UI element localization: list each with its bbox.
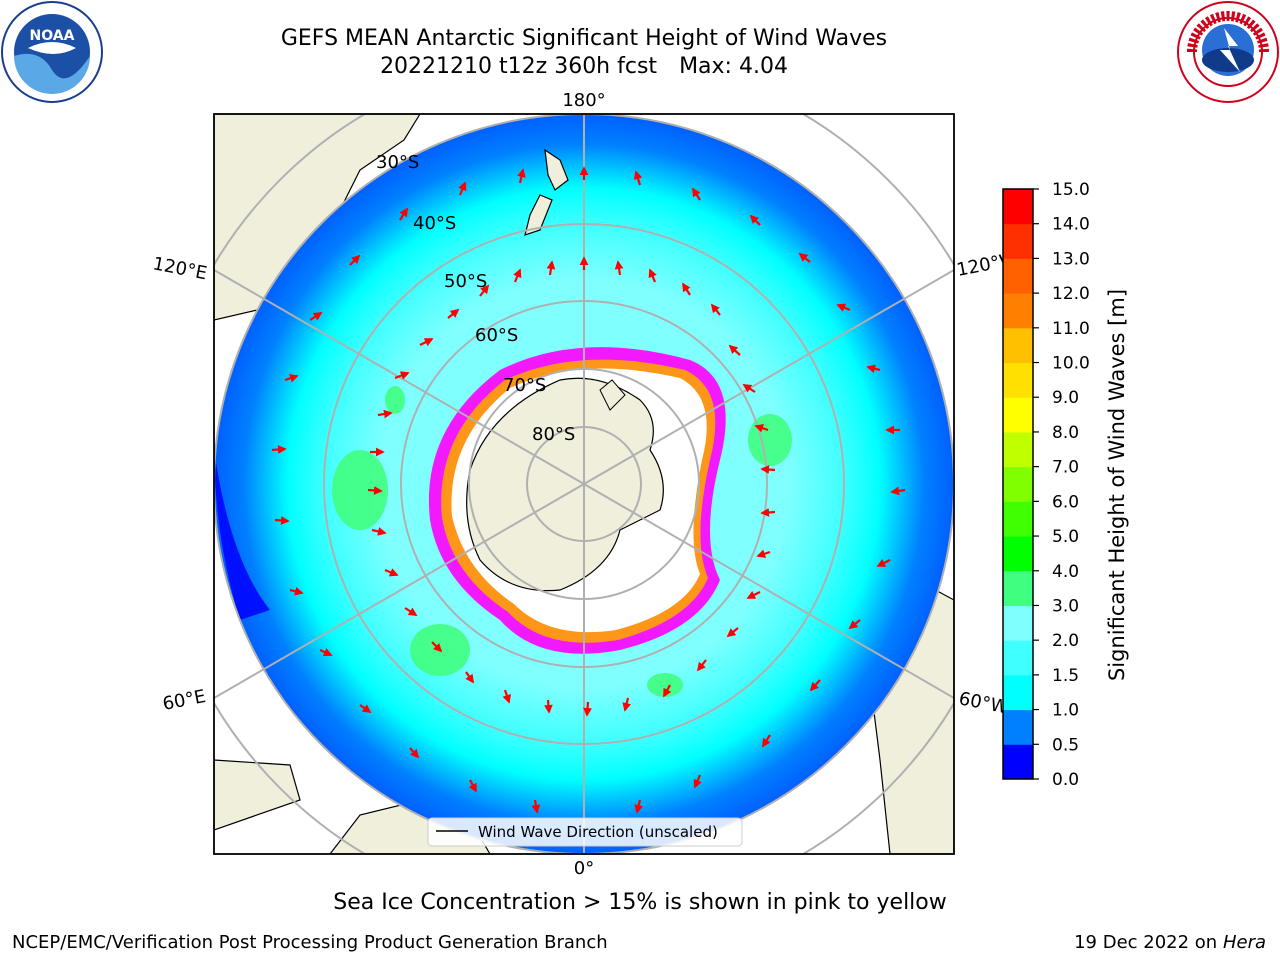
colorbar-segment [1003,293,1033,329]
colorbar-tick-label: 1.5 [1052,666,1079,686]
colorbar-segment [1003,362,1033,398]
nws-logo-icon [1177,1,1279,103]
run-date-text: 19 Dec 2022 on [1074,932,1218,953]
wind-wave-arrows [271,166,906,814]
colorbar-tick-label: 10.0 [1052,354,1090,374]
lat-label-40s: 40°S [413,213,456,234]
map-border [213,113,955,855]
noaa-logo-icon: NOAA [1,1,103,103]
colorbar: 0.0 0.5 1.0 1.5 2.0 3.0 4.0 5.0 6.0 7.0 8.0 9.0 10.0… [1002,180,1090,790]
colorbar-segment [1003,466,1033,502]
colorbar-segment [1003,327,1033,364]
colorbar-segment [1003,431,1033,468]
map-frame-content: Wind Wave Direction (unscaled) [214,114,954,854]
colorbar-tick-label: 0.5 [1052,735,1079,755]
colorbar-tick-label: 4.0 [1052,562,1079,582]
run-date: 19 Dec 2022 on Hera [1074,932,1266,953]
colorbar-segment [1003,536,1033,572]
colorbar-tick-label: 11.0 [1052,319,1090,339]
colorbar-segment [1003,223,1033,259]
lon-label-60e: 60°E [161,686,207,715]
credit-text: NCEP/EMC/Verification Post Processing Pr… [12,932,608,953]
colorbar-segment [1003,258,1033,294]
colorbar-tick-label: 3.0 [1052,596,1079,616]
colorbar-tick-label: 7.0 [1052,458,1079,478]
colorbar-tick-label: 6.0 [1052,492,1079,512]
noaa-logo-text: NOAA [30,28,75,44]
colorbar-tick-label: 12.0 [1052,284,1090,304]
colorbar-tick-label: 15.0 [1052,180,1090,200]
lat-label-80s: 80°S [532,424,575,445]
colorbar-segment [1003,744,1033,780]
colorbar-segment [1003,501,1033,537]
lat-label-70s: 70°S [503,375,546,396]
colorbar-segment [1003,605,1033,641]
madagascar-land [214,759,301,831]
colorbar-segment [1003,397,1033,433]
figure-subtitle: 20221210 t12z 360h fcst Max: 4.04 [0,54,1168,79]
lon-label-120e: 120°E [151,253,209,284]
lon-label-0: 0° [574,858,594,879]
colorbar-tick-label: 8.0 [1052,423,1079,443]
sea-ice-caption: Sea Ice Concentration > 15% is shown in … [333,890,947,915]
australia-land [214,114,421,321]
colorbar-label: Significant Height of Wind Waves [m] [1105,289,1129,681]
machine-name: Hera [1222,932,1266,953]
new-zealand-land [544,148,569,191]
colorbar-tick-label: 13.0 [1052,249,1090,269]
forecast-date: 20221210 t12z 360h fcst [380,54,658,79]
graticule [214,114,954,854]
map-legend: Wind Wave Direction (unscaled) [427,817,743,847]
colorbar-segment [1003,709,1033,745]
lon-label-180: 180° [562,90,605,111]
colorbar-tick-label: 1.0 [1052,701,1079,721]
legend-label: Wind Wave Direction (unscaled) [478,823,718,841]
lat-label-50s: 50°S [444,271,487,292]
colorbar-tick-label: 2.0 [1052,631,1079,651]
colorbar-border [1002,188,1034,780]
lat-label-30s: 30°S [376,152,419,173]
colorbar-segment [1003,674,1033,711]
colorbar-tick-label: 5.0 [1052,527,1079,547]
colorbar-segment [1003,640,1033,676]
lon-label-60w: 60°W [957,688,1010,718]
figure-title: GEFS MEAN Antarctic Significant Height o… [280,26,888,51]
colorbar-segment [1003,570,1033,606]
colorbar-tick-label: 0.0 [1052,770,1079,790]
colorbar-tick-label: 9.0 [1052,388,1079,408]
max-value: Max: 4.04 [679,54,788,79]
colorbar-segment [1003,189,1033,225]
lat-label-60s: 60°S [475,325,518,346]
latitude-labels: 30°S 40°S 50°S 60°S 70°S 80°S [376,152,575,445]
colorbar-tick-label: 14.0 [1052,215,1090,235]
